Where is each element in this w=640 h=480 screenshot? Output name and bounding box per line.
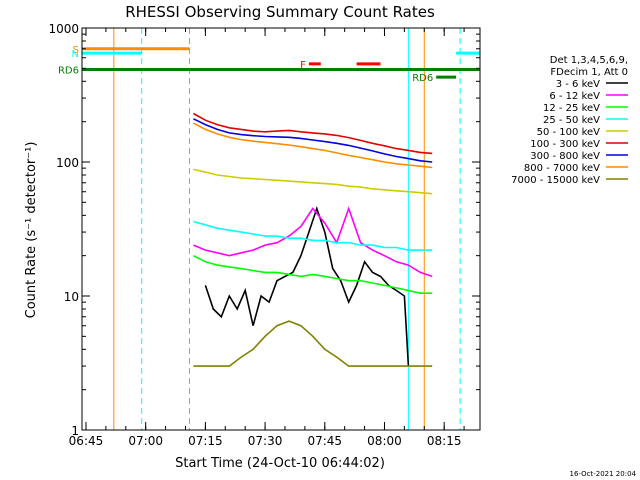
x-tick-label: 08:00 (367, 434, 402, 448)
series-line (193, 122, 433, 169)
series-line (193, 206, 433, 278)
chart-title: RHESSI Observing Summary Count Rates (125, 3, 435, 21)
tick-layer: 06:45 07:00 07:15 07:30 07:45 08:00 08:15 1 10 10… (48, 22, 480, 448)
annotation-label: S (73, 45, 79, 56)
vertical-markers (81, 28, 461, 430)
legend-entry-label: 7000 - 15000 keV (511, 175, 600, 186)
x-tick-label: 08:15 (427, 434, 462, 448)
series-line (193, 118, 433, 163)
x-tick-label: 07:15 (188, 434, 223, 448)
legend-entry-label: 3 - 6 keV (556, 79, 600, 90)
y-tick-label: 10 (64, 290, 79, 304)
x-tick-label: 06:45 (69, 434, 104, 448)
series-line (193, 112, 433, 155)
y-axis-label: Count Rate (s⁻¹ detector⁻¹) (24, 142, 39, 319)
legend-entry-label: 100 - 300 keV (530, 139, 600, 150)
legend-entry-label: 300 - 800 keV (530, 151, 600, 162)
legend: Det 1,3,4,5,6,9,FDecim 1, Att 03 - 6 keV… (511, 55, 628, 186)
annotation-label: N (72, 49, 79, 60)
x-axis-label: Start Time (24-Oct-10 06:44:02) (175, 456, 385, 471)
series-layer (193, 112, 433, 367)
annotation-label: RD6 (412, 73, 433, 84)
series-line (193, 168, 433, 195)
legend-entry-label: 25 - 50 keV (543, 115, 600, 126)
timestamp: 16-Oct-2021 20:04 (570, 470, 637, 478)
x-tick-label: 07:30 (248, 434, 283, 448)
y-tick-label: 1000 (48, 22, 79, 36)
legend-entry-label: 6 - 12 keV (549, 91, 600, 102)
legend-entry-label: 800 - 7000 keV (524, 163, 600, 174)
legend-header: FDecim 1, Att 0 (550, 67, 628, 78)
annotation-label: F (300, 60, 306, 71)
annotation-label: RD6 (58, 66, 79, 77)
series-line (204, 205, 410, 367)
legend-entry-label: 50 - 100 keV (537, 127, 601, 138)
x-tick-label: 07:00 (128, 434, 163, 448)
y-tick-label: 100 (56, 156, 79, 170)
series-line (193, 220, 433, 251)
y-tick-label: 1 (71, 424, 79, 438)
series-line (193, 254, 433, 295)
legend-entry-label: 12 - 25 keV (543, 103, 600, 114)
annotation-layer: SN F RD6 RD6 (58, 45, 480, 84)
plot-frame (81, 27, 481, 431)
legend-header: Det 1,3,4,5,6,9, (550, 55, 628, 66)
x-tick-label: 07:45 (307, 434, 342, 448)
series-line (193, 320, 433, 367)
